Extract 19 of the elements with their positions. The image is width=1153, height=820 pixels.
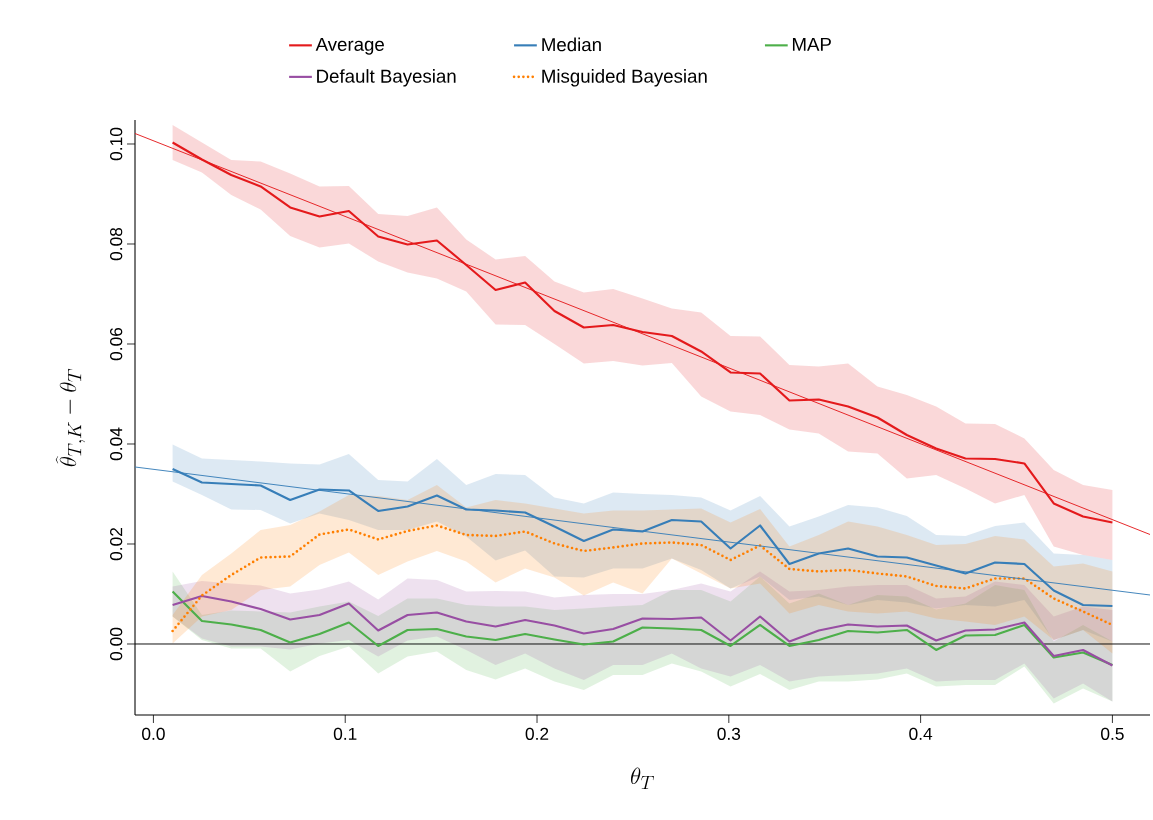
y-tick-label: 0.02 xyxy=(110,528,123,561)
legend-label: Median xyxy=(542,37,601,52)
y-axis-title: $\widehat{\theta}_{T,K} - \theta_T$ xyxy=(55,368,85,467)
y-tick-label: 0.08 xyxy=(110,227,123,261)
x-tick-label: 0.0 xyxy=(142,727,165,740)
x-tick-label: 0.5 xyxy=(1101,727,1124,740)
y-tick-label: 0.10 xyxy=(110,127,123,161)
legend-label: Default Bayesian xyxy=(317,69,456,87)
x-tick-label: 0.1 xyxy=(333,727,357,740)
legend-label: Misguided Bayesian xyxy=(542,69,707,87)
legend-label: Average xyxy=(315,37,384,55)
x-tick-label: 0.2 xyxy=(525,727,549,740)
y-tick-label: 0.06 xyxy=(110,327,123,361)
x-tick-label: 0.4 xyxy=(909,727,933,740)
y-tick-label: 0.04 xyxy=(110,427,123,461)
legend-label: MAP xyxy=(792,37,831,51)
y-tick-label: 0.00 xyxy=(110,627,123,661)
x-axis-title: $\theta_T$ xyxy=(631,767,654,789)
x-tick-label: 0.3 xyxy=(717,727,741,740)
